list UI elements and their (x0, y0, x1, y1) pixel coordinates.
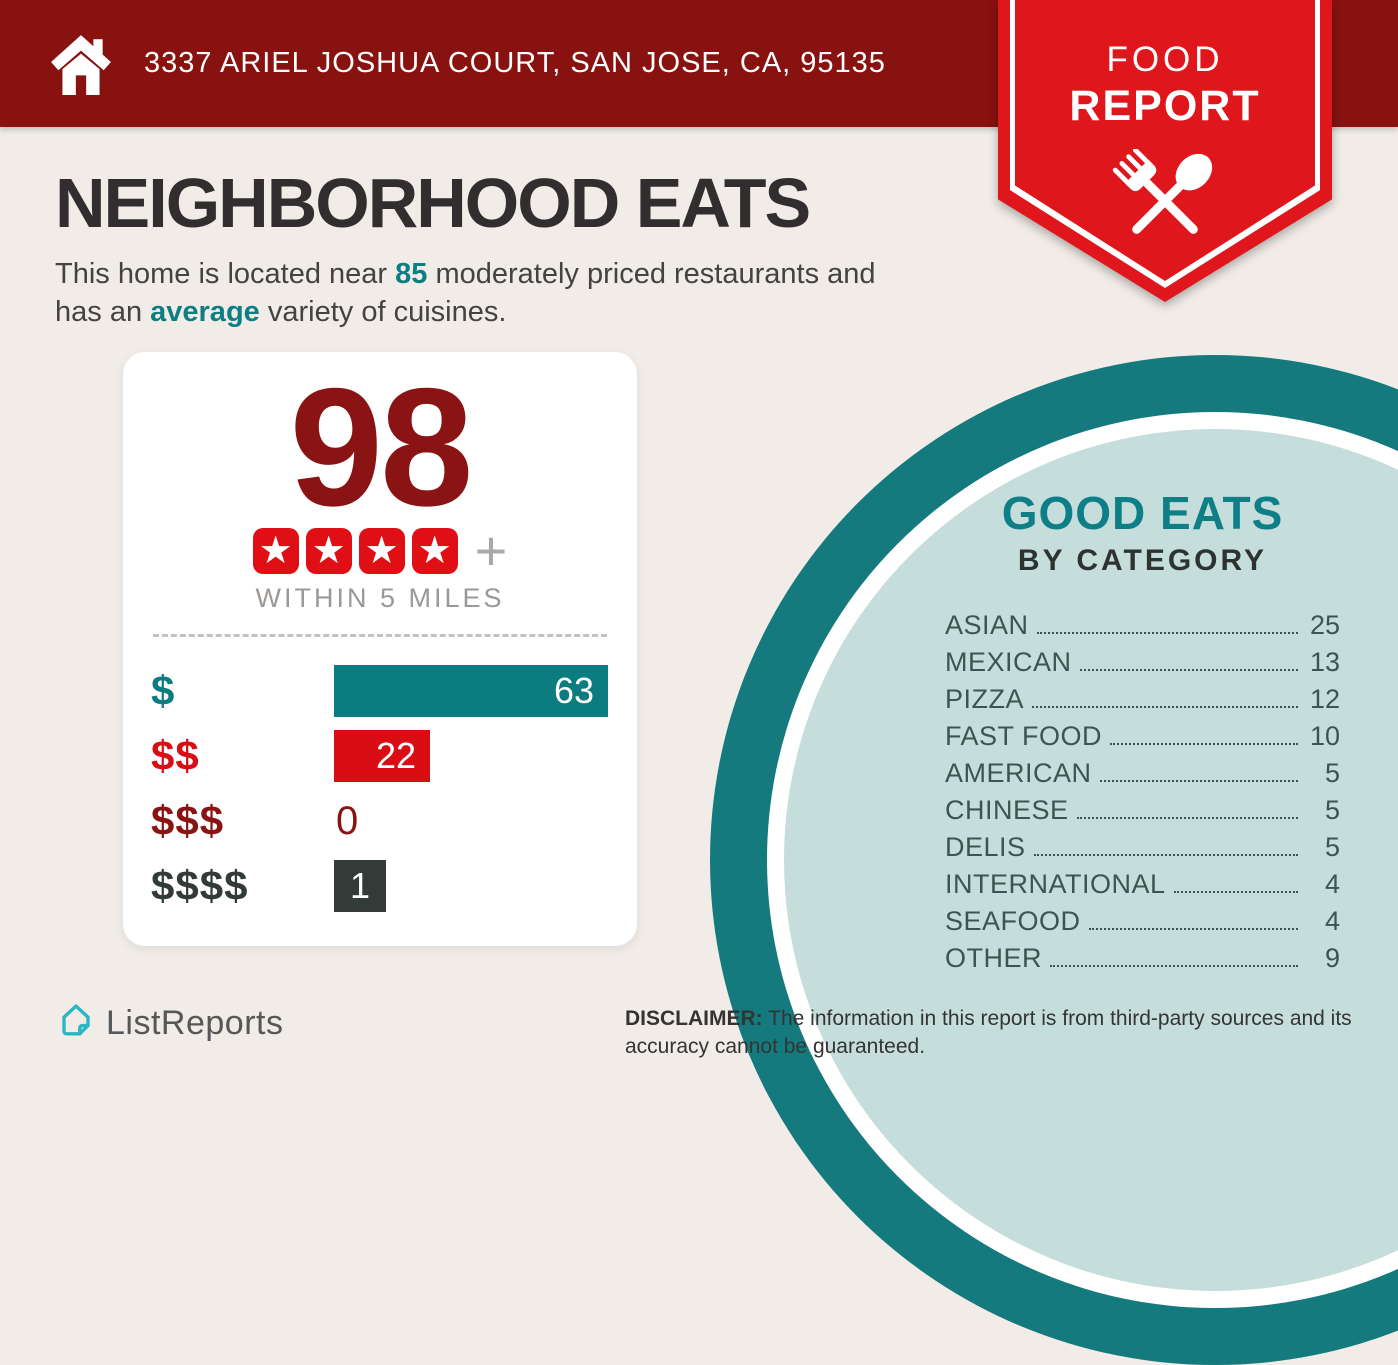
category-row: INTERNATIONAL 4 (945, 863, 1340, 900)
dot-leader (1110, 743, 1298, 745)
category-row: PIZZA 12 (945, 678, 1340, 715)
category-row: SEAFOOD 4 (945, 900, 1340, 937)
category-label: PIZZA (945, 684, 1025, 714)
home-icon (48, 30, 114, 98)
category-value: 5 (1324, 832, 1340, 862)
score-card: 98 ★ ★ ★ ★ + WITHIN 5 MILES $ 63 $$ 22 $$$ 0… (123, 352, 637, 946)
intro-line2-pre: has an (55, 295, 151, 328)
good-eats-title: GOOD EATS (1001, 487, 1284, 539)
stars-row: ★ ★ ★ ★ + (123, 518, 637, 582)
ribbon-title-line1: FOOD (1106, 40, 1224, 79)
bar-value: 22 (375, 734, 416, 776)
good-eats-subtitle: BY CATEGORY (1017, 544, 1268, 577)
category-row: FAST FOOD 10 (945, 715, 1340, 752)
category-label: MEXICAN (945, 647, 1072, 677)
price-level-label: $$ (151, 731, 200, 779)
ribbon-title-line2: REPORT (1069, 82, 1261, 130)
category-value: 12 (1309, 684, 1340, 714)
category-label: OTHER (945, 943, 1042, 973)
category-row: AMERICAN 5 (945, 752, 1340, 789)
star-icon: ★ (358, 527, 405, 574)
price-bars: $ 63 $$ 22 $$$ 0 $$$$ 1 (123, 637, 637, 912)
dot-leader (1173, 891, 1298, 893)
category-row: DELIS 5 (945, 826, 1340, 863)
disclaimer: DISCLAIMER: The information in this repo… (625, 1005, 1365, 1060)
dot-leader (1076, 817, 1298, 819)
category-label: SEAFOOD (945, 906, 1081, 936)
restaurant-score: 98 (289, 353, 474, 541)
intro-line2-post: variety of cuisines. (259, 295, 507, 328)
category-value: 10 (1309, 721, 1340, 751)
spoon-fork-icon (1105, 147, 1225, 258)
disclaimer-label: DISCLAIMER: (625, 1007, 763, 1030)
bar: 63 (334, 664, 608, 717)
price-level-label: $$$ (151, 796, 225, 844)
bar-value: 1 (349, 864, 371, 906)
category-row: MEXICAN 13 (945, 641, 1340, 678)
price-bar-row: $$$$ 1 (151, 859, 609, 912)
category-label: AMERICAN (945, 758, 1092, 788)
category-label: FAST FOOD (945, 721, 1103, 751)
disclaimer-text: The information in this report is from t… (625, 1007, 1352, 1058)
category-value: 4 (1324, 869, 1340, 899)
category-label: INTERNATIONAL (945, 869, 1166, 899)
dashed-divider (153, 633, 607, 637)
listreports-brand: ListReports (58, 1000, 283, 1047)
category-row: CHINESE 5 (945, 789, 1340, 826)
restaurant-count: 85 (395, 258, 428, 290)
dot-leader (1099, 780, 1298, 782)
category-list: ASIAN 25 MEXICAN 13 PIZZA 12 FAST FOOD 1… (945, 604, 1340, 974)
category-row: OTHER 9 (945, 937, 1340, 974)
price-bar-row: $$ 22 (151, 729, 609, 782)
category-value: 13 (1309, 647, 1340, 677)
dot-leader (1079, 669, 1298, 671)
category-value: 4 (1324, 906, 1340, 936)
brand-name: ListReports (106, 1004, 284, 1042)
price-bar-row: $$$ 0 (151, 795, 609, 847)
category-value: 25 (1309, 610, 1340, 640)
category-label: ASIAN (945, 610, 1029, 640)
bar-track: 1 (334, 859, 609, 912)
bar-track: 63 (334, 664, 609, 717)
bar: 1 (334, 859, 386, 912)
category-label: CHINESE (945, 795, 1069, 825)
price-level-label: $$$$ (151, 861, 249, 909)
star-icon: ★ (305, 527, 352, 574)
dot-leader (1088, 928, 1298, 930)
plus-icon: + (474, 518, 508, 582)
variety-highlight: average (150, 295, 260, 328)
category-label: DELIS (945, 832, 1026, 862)
category-value: 5 (1324, 758, 1340, 788)
bar-value: 63 (553, 669, 594, 711)
dot-leader (1032, 706, 1298, 708)
price-level-label: $ (151, 666, 176, 714)
dot-leader (1033, 854, 1298, 856)
star-icon: ★ (252, 527, 299, 574)
property-address: 3337 ARIEL JOSHUA COURT, SAN JOSE, CA, 9… (144, 47, 886, 79)
food-report-ribbon: FOOD REPORT (998, 0, 1332, 302)
bar-value: 0 (336, 798, 359, 843)
intro-line1-pre: This home is located near (55, 258, 396, 290)
good-eats-panel: GOOD EATS BY CATEGORY ASIAN 25 MEXICAN 1… (945, 486, 1340, 974)
bar-track: 0 (334, 795, 609, 847)
intro-line1-post: moderately priced restaurants and (427, 258, 876, 290)
bar: 22 (334, 729, 430, 782)
radius-label: WITHIN 5 MILES (255, 582, 505, 613)
page-title: NEIGHBORHOOD EATS (55, 164, 811, 242)
listreports-logo-icon (58, 1000, 94, 1047)
dot-leader (1036, 632, 1298, 634)
category-row: ASIAN 25 (945, 604, 1340, 641)
star-icon: ★ (411, 527, 458, 574)
intro-text: This home is located near 85 moderately … (55, 256, 995, 331)
dot-leader (1050, 965, 1298, 967)
category-value: 5 (1324, 795, 1340, 825)
price-bar-row: $ 63 (151, 664, 609, 717)
category-value: 9 (1324, 943, 1340, 973)
bar-track: 22 (334, 729, 609, 782)
